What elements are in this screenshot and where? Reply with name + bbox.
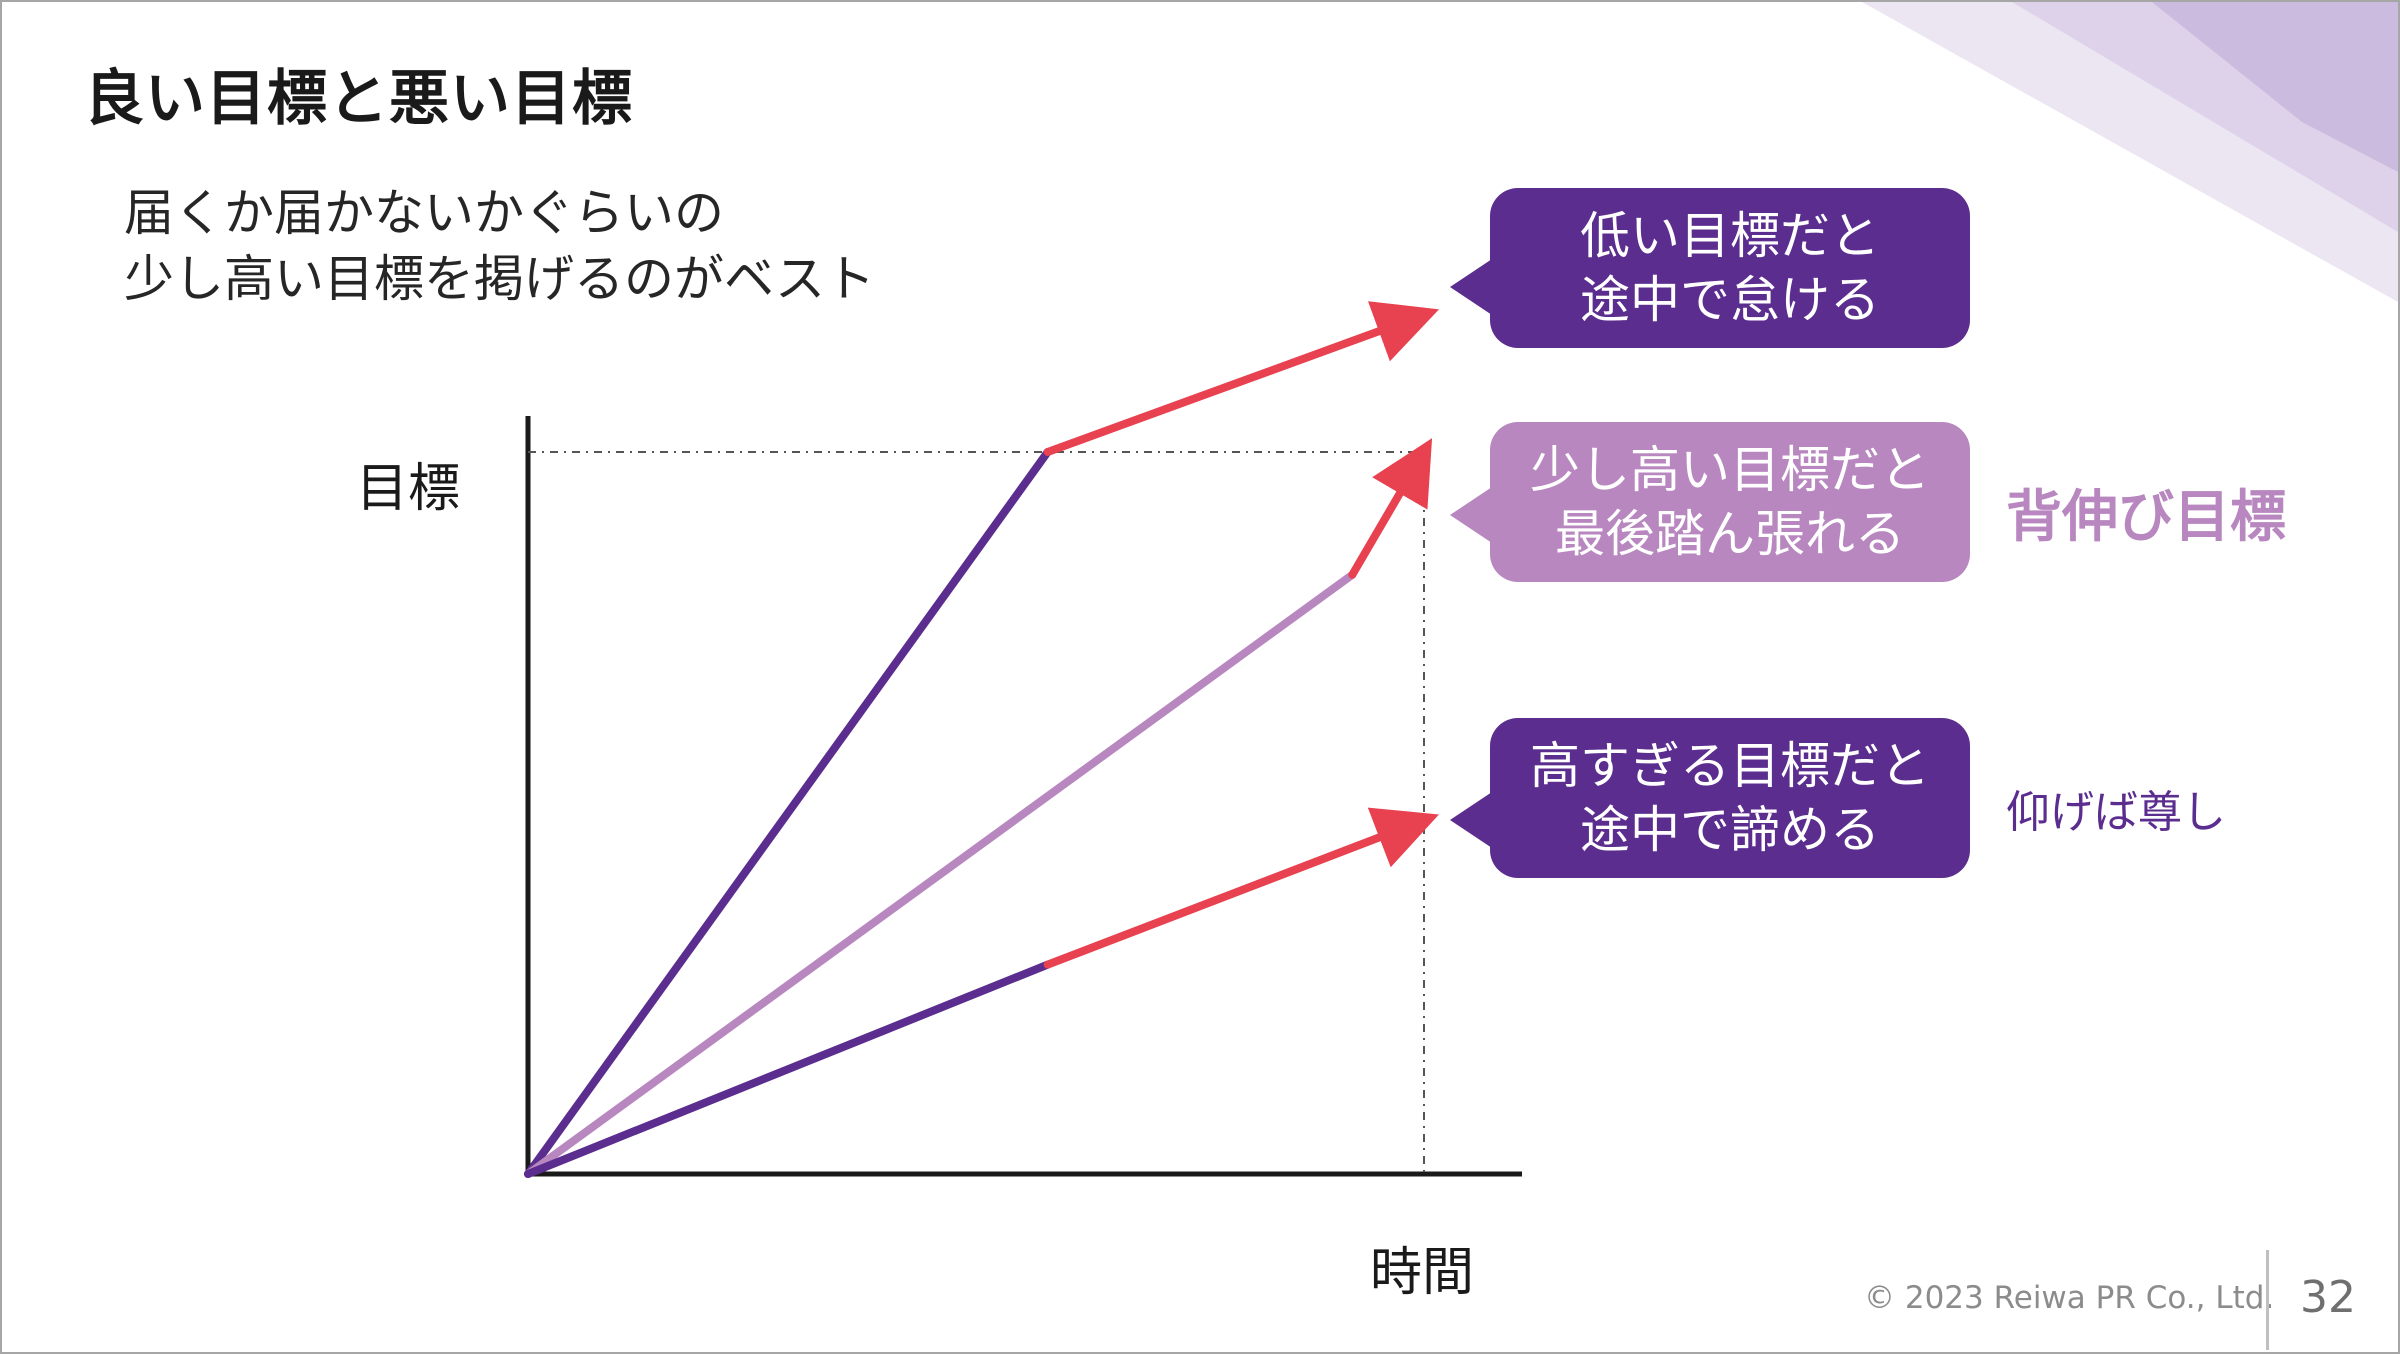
x-axis-label: 時間 xyxy=(1370,1243,1475,1303)
series-high-line xyxy=(524,960,1052,1178)
series-stretch-arrow xyxy=(1348,438,1433,579)
series-low-arrow xyxy=(1043,301,1440,456)
series-high-arrow xyxy=(1043,807,1439,969)
page-title: 良い目標と悪い目標 xyxy=(84,64,633,134)
subtitle: 届くか届かないかぐらいの 少し高い目標を掲げるのがベスト xyxy=(124,180,875,312)
subtitle-line-2: 少し高い目標を掲げるのがベスト xyxy=(124,250,875,308)
series-stretch-line xyxy=(524,570,1357,1178)
proverb-label: 仰げば尊し xyxy=(2006,787,2226,838)
stretch-goal-label: 背伸び目標 xyxy=(2006,485,2286,550)
subtitle-line-1: 届くか届かないかぐらいの xyxy=(124,184,724,242)
bubble-high-line-1: 高すぎる目標だと xyxy=(1530,737,1930,795)
page-number: 32 xyxy=(2300,1272,2356,1323)
copyright: © 2023 Reiwa PR Co., Ltd. xyxy=(1864,1280,2275,1316)
bubble-high-line-2: 途中で諦める xyxy=(1580,801,1880,859)
series-low-line xyxy=(524,448,1052,1178)
bubble-low-line-1: 低い目標だと xyxy=(1580,207,1880,265)
footer-divider xyxy=(2266,1250,2269,1350)
bubble-stretch-goal: 少し高い目標だと 最後踏ん張れる xyxy=(1450,422,1970,582)
bubble-mid-line-2: 最後踏ん張れる xyxy=(1555,505,1905,563)
series-layer xyxy=(524,301,1440,1178)
y-axis-label: 目標 xyxy=(356,459,461,519)
bubble-mid-line-1: 少し高い目標だと xyxy=(1530,441,1930,499)
bubble-low-goal: 低い目標だと 途中で怠ける xyxy=(1450,188,1970,348)
bubble-high-goal: 高すぎる目標だと 途中で諦める xyxy=(1450,718,1970,878)
bubble-low-line-2: 途中で怠ける xyxy=(1580,271,1880,329)
